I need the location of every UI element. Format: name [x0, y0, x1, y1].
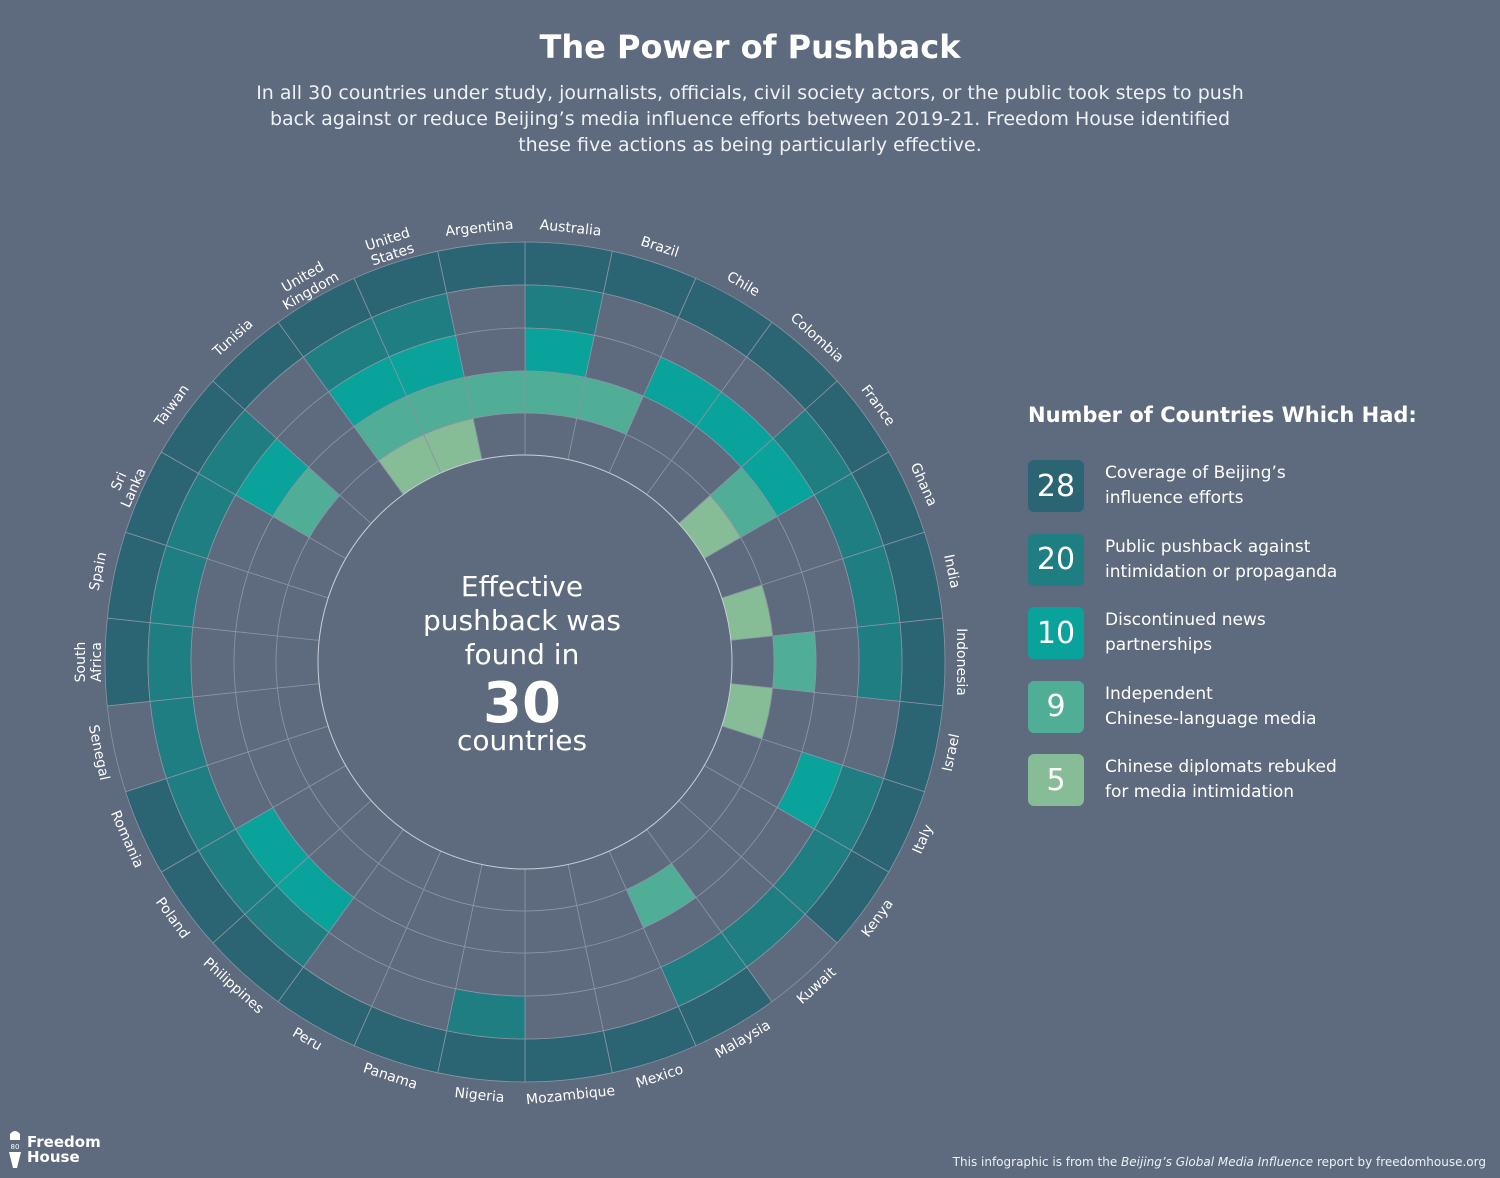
legend-label: Public pushback against intimidation or …	[1105, 536, 1338, 582]
chart-cell	[275, 635, 320, 689]
center-line-3: found in	[465, 638, 580, 671]
chart-cell	[524, 864, 578, 912]
country-label: South	[73, 642, 89, 683]
chart-cell	[472, 864, 526, 912]
country-label: Israel	[940, 732, 964, 773]
legend-swatch: 9	[1028, 680, 1084, 733]
country-label: Mexico	[634, 1061, 685, 1091]
country-label: Indonesia	[953, 628, 969, 696]
legend-swatch: 10	[1028, 607, 1084, 659]
country-label: Brazil	[639, 234, 681, 261]
chart-cell	[813, 626, 860, 698]
legend-label: Independent Chinese-language media	[1105, 683, 1317, 729]
chart-cell	[856, 622, 903, 702]
center-circle	[317, 454, 733, 870]
legend-swatch: 5	[1028, 754, 1084, 806]
chart-cell	[147, 622, 194, 702]
country-label: Peru	[289, 1025, 324, 1054]
country-label: Italy	[910, 822, 937, 856]
footer-note-suffix: report by freedomhouse.org	[1313, 1155, 1486, 1169]
chart-cell	[446, 284, 526, 336]
chart-cell	[464, 905, 526, 954]
center-line-4: countries	[457, 724, 587, 757]
center-text: Effective pushback was found in 30 count…	[423, 570, 621, 757]
center-line-1: Effective	[461, 570, 583, 603]
chart-cell	[524, 327, 595, 378]
country-label: India	[940, 553, 963, 590]
country-label: Spain	[87, 551, 111, 593]
country-label: Argentina	[445, 217, 515, 240]
chart-cell	[772, 631, 817, 693]
freedom-house-logo: 80 Freedom House	[6, 1128, 101, 1172]
footer-note-prefix: This infographic is from the	[952, 1155, 1122, 1169]
chart-cell	[190, 626, 237, 698]
country-label: Sri	[108, 470, 130, 493]
chart-cell	[524, 412, 578, 460]
chart-cell	[524, 370, 586, 419]
legend-item: 28 Coverage of Beijing’s influence effor…	[1028, 459, 1488, 513]
center-number: 30	[483, 671, 561, 736]
legend-item: 20 Public pushback against intimidation …	[1028, 533, 1488, 587]
chart-cell	[464, 370, 526, 419]
legend-item: 9 Independent Chinese-language media	[1028, 680, 1488, 734]
chart-cell	[524, 946, 595, 997]
country-label: Nigeria	[454, 1085, 505, 1106]
legend: Number of Countries Which Had: 28 Covera…	[1028, 402, 1488, 827]
radial-chart: AustraliaBrazilChileColombiaFranceGhanaI…	[73, 217, 969, 1108]
chart-cell	[524, 284, 604, 336]
legend-item: 10 Discontinued news partnerships	[1028, 606, 1488, 660]
chart-cell	[899, 617, 946, 707]
chart-cell	[455, 327, 526, 378]
legend-label: Chinese diplomats rebuked for media inti…	[1105, 757, 1337, 802]
chart-cell	[455, 946, 526, 997]
legend-swatch: 28	[1028, 460, 1084, 512]
country-label: Senegal	[85, 723, 112, 781]
country-label: Africa	[89, 642, 105, 682]
page-title: The Power of Pushback	[539, 28, 961, 66]
country-label: Mozambique	[525, 1083, 616, 1108]
chart-cell	[524, 905, 586, 954]
chart-rings	[104, 241, 946, 1083]
center-line-2: pushback was	[423, 604, 621, 637]
footer-report-title: Beijing’s Global Media Influence	[1121, 1155, 1314, 1169]
legend-label: Discontinued news partnerships	[1105, 610, 1266, 655]
torch-icon: 80	[9, 1131, 21, 1168]
legend-item: 5 Chinese diplomats rebuked for media in…	[1028, 753, 1488, 807]
chart-cell	[233, 631, 278, 693]
legend-title: Number of Countries Which Had:	[1028, 403, 1417, 427]
chart-cell	[104, 617, 151, 707]
chart-cell	[730, 635, 775, 689]
legend-label: Coverage of Beijing’s influence efforts	[1105, 463, 1286, 508]
legend-swatch: 20	[1028, 533, 1084, 586]
footer-note: This infographic is from the Beijing’s G…	[953, 1155, 1486, 1169]
chart-cell	[472, 412, 526, 460]
page-subtitle: In all 30 countries under study, journal…	[256, 82, 1244, 156]
chart-cell	[524, 988, 604, 1040]
country-label: Australia	[539, 217, 602, 239]
logo-text: Freedom House	[27, 1133, 101, 1166]
chart-cell	[446, 988, 526, 1040]
logo-badge: 80	[11, 1143, 20, 1151]
